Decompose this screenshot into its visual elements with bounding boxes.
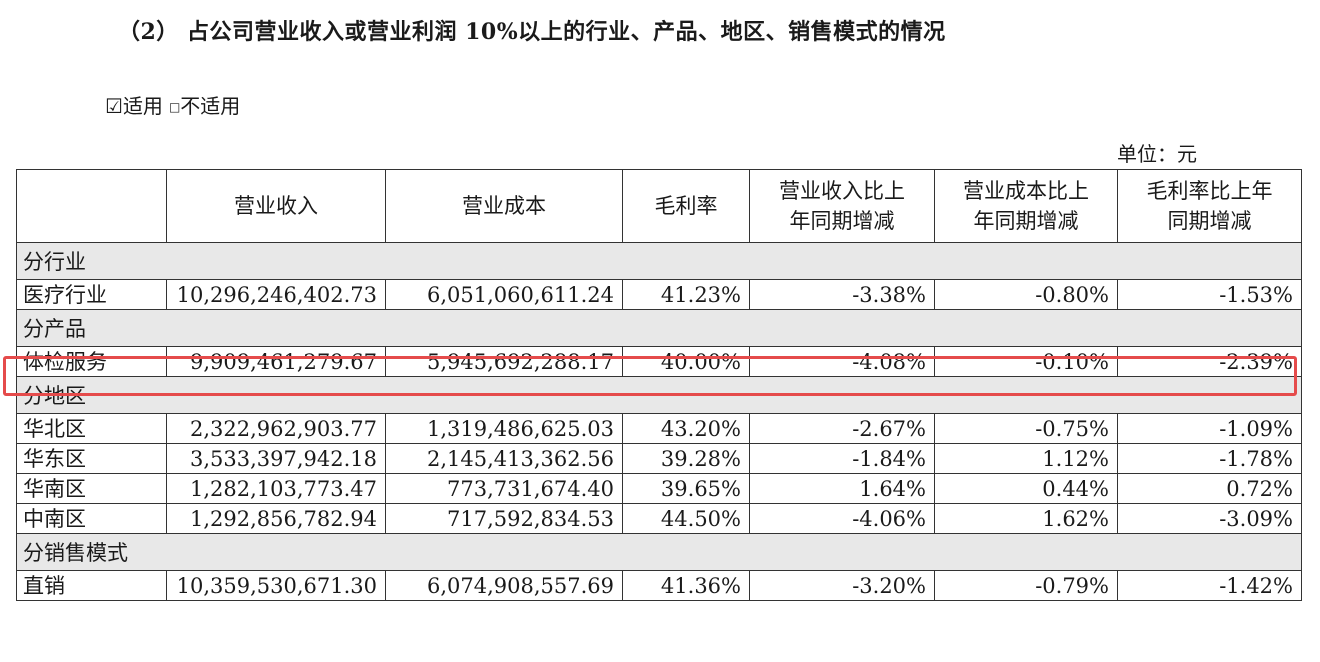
table-cell: 5,945,692,288.17 xyxy=(385,346,623,377)
table-cell: -1.09% xyxy=(1117,413,1302,444)
table-cell: 6,074,908,557.69 xyxy=(385,570,623,601)
table-cell: -2.39% xyxy=(1117,346,1302,377)
table-row: 华东区 3,533,397,942.18 2,145,413,362.56 39.28… xyxy=(16,443,1302,474)
unchecked-box-icon: □ xyxy=(168,100,181,114)
table-cell: 10,359,530,671.30 xyxy=(166,570,386,601)
table-cell: 0.44% xyxy=(934,473,1118,504)
checked-box-icon: ☑ xyxy=(105,94,123,118)
section-heading: （2） 占公司营业收入或营业利润 10%以上的行业、产品、地区、销售模式的情况 xyxy=(118,19,946,45)
table-cell: -3.38% xyxy=(749,279,935,310)
table-header-row: 营业收入 营业成本 毛利率 营业收入比上 年同期增减 营业成本比上 年同期增减 毛利率比上年同… xyxy=(16,169,1302,243)
section-title: 分地区 xyxy=(16,376,1302,414)
table-cell: 44.50% xyxy=(622,503,750,534)
unit-label: 单位：元 xyxy=(1117,142,1197,166)
section-title: 分行业 xyxy=(16,242,1302,280)
section-row: 分地区 xyxy=(16,376,1302,414)
applicable-label: 适用 xyxy=(122,94,163,118)
table-cell: -1.53% xyxy=(1117,279,1302,310)
column-header: 营业成本 xyxy=(385,169,623,243)
table-cell: 39.65% xyxy=(622,473,750,504)
applicability-options: ☑适用 □不适用 xyxy=(105,90,240,119)
revenue-breakdown-table: 营业收入 营业成本 毛利率 营业收入比上 年同期增减 营业成本比上 年同期增减 毛利率比上年同… xyxy=(16,169,1302,601)
table-row: 医疗行业 10,296,246,402.73 6,051,060,611.24 41.… xyxy=(16,279,1302,310)
section-row: 分行业 xyxy=(16,242,1302,280)
table-cell: 1.64% xyxy=(749,473,935,504)
table-cell: 41.23% xyxy=(622,279,750,310)
table-cell: 43.20% xyxy=(622,413,750,444)
table-cell: -0.80% xyxy=(934,279,1118,310)
table-cell: -3.20% xyxy=(749,570,935,601)
table-cell: -0.10% xyxy=(934,346,1118,377)
table-cell: 9,909,461,279.67 xyxy=(166,346,386,377)
table-cell: 10,296,246,402.73 xyxy=(166,279,386,310)
column-header: 营业收入 xyxy=(166,169,386,243)
table-row: 华北区 2,322,962,903.77 1,319,486,625.03 43.20… xyxy=(16,413,1302,444)
table-cell: 39.28% xyxy=(622,443,750,474)
row-label: 体检服务 xyxy=(16,346,167,377)
section-row: 分产品 xyxy=(16,309,1302,347)
column-header: 营业成本比上 年同期增减 xyxy=(934,169,1118,243)
table-cell: 717,592,834.53 xyxy=(385,503,623,534)
row-label: 直销 xyxy=(16,570,167,601)
section-row: 分销售模式 xyxy=(16,533,1302,571)
section-title: 分产品 xyxy=(16,309,1302,347)
section-title: 分销售模式 xyxy=(16,533,1302,571)
table-cell: -1.42% xyxy=(1117,570,1302,601)
row-label: 中南区 xyxy=(16,503,167,534)
table-cell: 3,533,397,942.18 xyxy=(166,443,386,474)
row-label: 华东区 xyxy=(16,443,167,474)
table-row: 中南区 1,292,856,782.94 717,592,834.53 44.50% -… xyxy=(16,503,1302,534)
table-cell: 41.36% xyxy=(622,570,750,601)
table-cell: -0.75% xyxy=(934,413,1118,444)
table-cell: 1,292,856,782.94 xyxy=(166,503,386,534)
table-cell: -3.09% xyxy=(1117,503,1302,534)
not-applicable-label: 不适用 xyxy=(180,94,241,118)
table-cell: 2,145,413,362.56 xyxy=(385,443,623,474)
table-cell: 0.72% xyxy=(1117,473,1302,504)
table-cell: 40.00% xyxy=(622,346,750,377)
table-cell: 1,282,103,773.47 xyxy=(166,473,386,504)
table-row: 体检服务 9,909,461,279.67 5,945,692,288.17 40.0… xyxy=(16,346,1302,377)
table-cell: -4.06% xyxy=(749,503,935,534)
table-row: 直销 10,359,530,671.30 6,074,908,557.69 41.36… xyxy=(16,570,1302,601)
row-label: 医疗行业 xyxy=(16,279,167,310)
column-header: 营业收入比上 年同期增减 xyxy=(749,169,935,243)
table-cell: -4.08% xyxy=(749,346,935,377)
table-row: 华南区 1,282,103,773.47 773,731,674.40 39.65% 1… xyxy=(16,473,1302,504)
column-header: 毛利率比上年 同期增减 xyxy=(1117,169,1302,243)
table-cell: 2,322,962,903.77 xyxy=(166,413,386,444)
row-label: 华北区 xyxy=(16,413,167,444)
table-cell: 1.12% xyxy=(934,443,1118,474)
table-cell: 6,051,060,611.24 xyxy=(385,279,623,310)
table-cell: -2.67% xyxy=(749,413,935,444)
table-cell: -1.84% xyxy=(749,443,935,474)
column-header xyxy=(16,169,167,243)
table-cell: 1.62% xyxy=(934,503,1118,534)
table-cell: -0.79% xyxy=(934,570,1118,601)
table-cell: -1.78% xyxy=(1117,443,1302,474)
row-label: 华南区 xyxy=(16,473,167,504)
column-header: 毛利率 xyxy=(622,169,750,243)
table-cell: 773,731,674.40 xyxy=(385,473,623,504)
table-cell: 1,319,486,625.03 xyxy=(385,413,623,444)
